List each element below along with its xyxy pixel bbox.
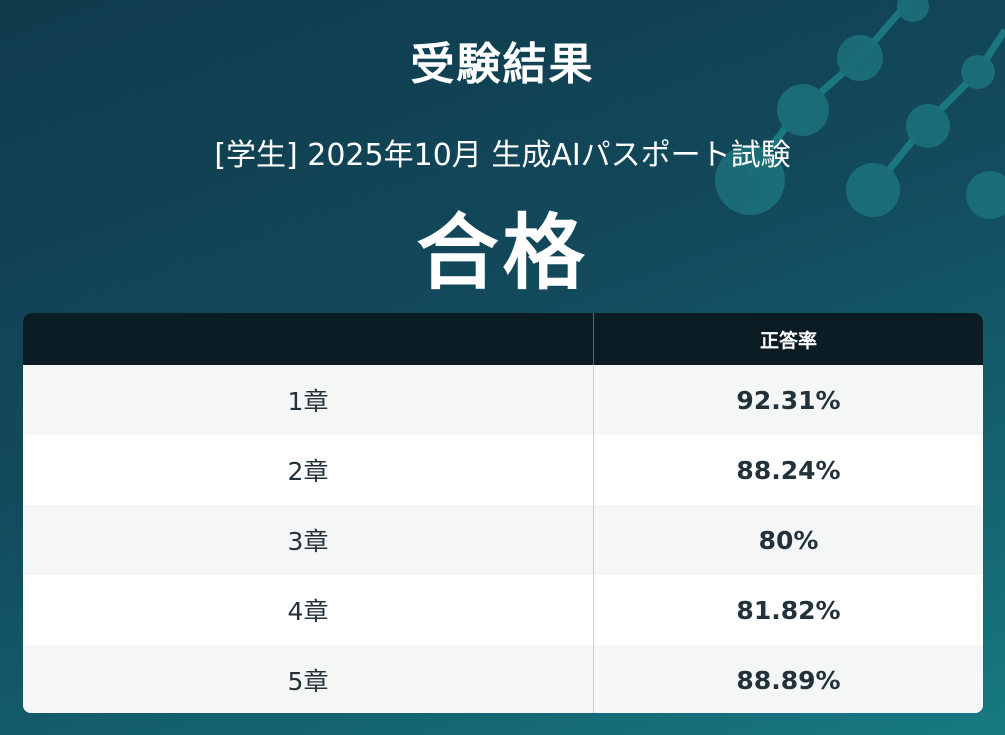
rate-cell: 88.89%	[593, 645, 983, 713]
rate-cell: 88.24%	[593, 435, 983, 505]
exam-result: 合格	[416, 206, 589, 301]
page-title: 受験結果	[410, 39, 595, 90]
table-header-row: 正答率	[23, 313, 983, 365]
column-header-chapter	[23, 313, 594, 365]
score-table: 正答率 1章 92.31% 2章 88.24% 3章 80% 4章 81.82%…	[23, 313, 983, 713]
column-header-rate: 正答率	[593, 313, 983, 365]
molecule-decoration	[715, 0, 1005, 219]
rate-cell: 80%	[593, 505, 983, 575]
chapter-cell: 2章	[23, 435, 594, 505]
chapter-cell: 5章	[23, 645, 594, 713]
table-row: 1章 92.31%	[23, 365, 983, 435]
chapter-cell: 3章	[23, 505, 594, 575]
table-row: 3章 80%	[23, 505, 983, 575]
table-row: 4章 81.82%	[23, 575, 983, 645]
table-row: 2章 88.24%	[23, 435, 983, 505]
rate-cell: 92.31%	[593, 365, 983, 435]
chapter-cell: 1章	[23, 365, 594, 435]
exam-name: [学生] 2025年10月 生成AIパスポート試験	[214, 138, 791, 173]
chapter-cell: 4章	[23, 575, 594, 645]
table-row: 5章 88.89%	[23, 645, 983, 713]
rate-cell: 81.82%	[593, 575, 983, 645]
